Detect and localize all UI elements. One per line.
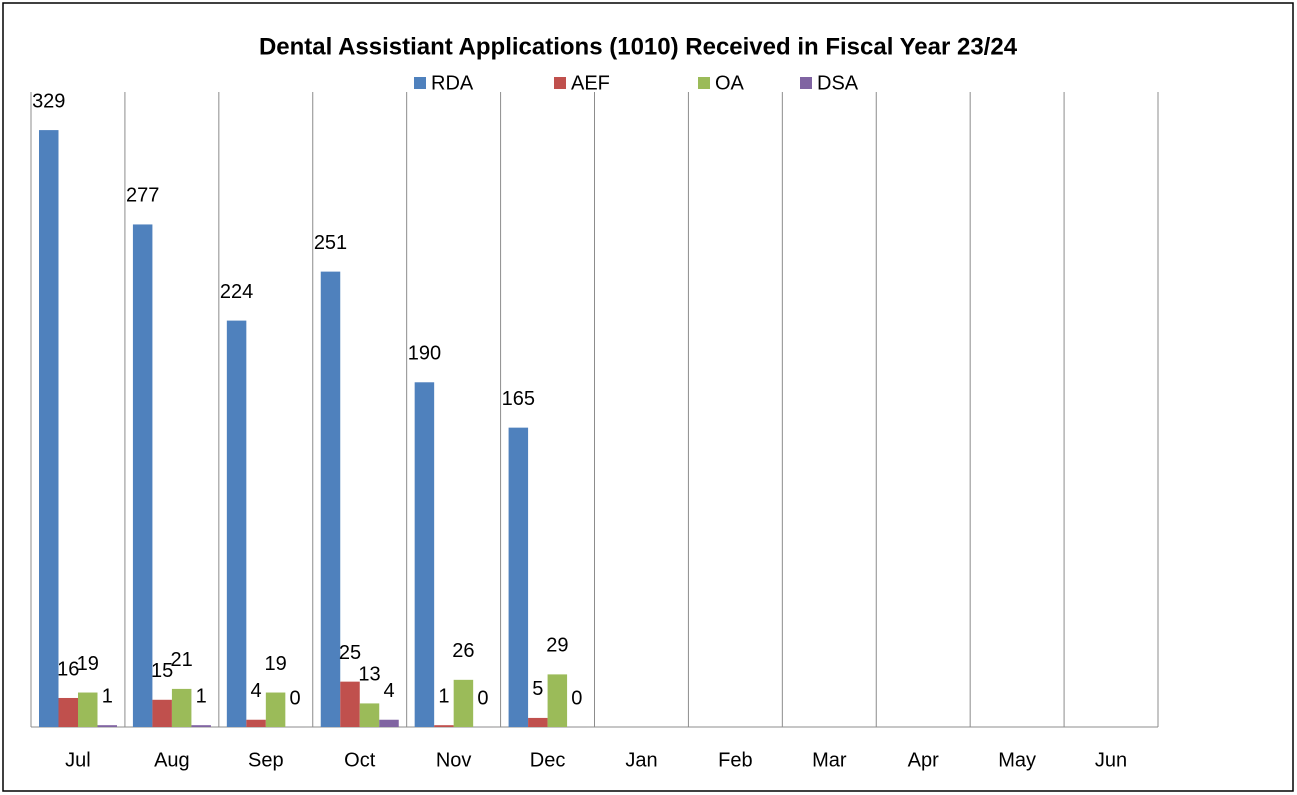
bar <box>226 320 247 727</box>
data-label: 0 <box>477 687 488 709</box>
data-label: 13 <box>358 664 380 686</box>
data-label: 0 <box>571 687 582 709</box>
data-label: 16 <box>57 658 79 680</box>
chart-title: Dental Assistiant Applications (1010) Re… <box>259 33 1018 60</box>
x-tick-label: Apr <box>908 749 939 771</box>
bar <box>340 681 360 727</box>
data-label: 277 <box>126 185 159 207</box>
legend-swatch <box>698 77 710 89</box>
bar <box>434 725 454 727</box>
data-label: 1 <box>102 685 113 707</box>
x-tick-label: Oct <box>344 749 376 771</box>
x-tick-label: Nov <box>436 749 472 771</box>
legend-label: AEF <box>571 72 610 94</box>
data-label: 190 <box>408 343 441 365</box>
legend-swatch <box>554 77 566 89</box>
legend-swatch <box>800 77 812 89</box>
x-tick-label: Jun <box>1095 749 1127 771</box>
data-label: 19 <box>264 653 286 675</box>
data-label: 1 <box>196 685 207 707</box>
bar <box>359 703 380 727</box>
legend-label: DSA <box>817 72 859 94</box>
data-label: 4 <box>251 680 262 702</box>
bar <box>152 699 172 727</box>
data-label: 4 <box>383 680 394 702</box>
data-label: 165 <box>502 388 535 410</box>
data-label: 21 <box>171 649 193 671</box>
x-tick-label: Aug <box>154 749 190 771</box>
data-label: 25 <box>339 642 361 664</box>
data-label: 329 <box>32 90 65 112</box>
bar <box>78 692 98 727</box>
bar <box>171 688 192 727</box>
data-label: 251 <box>314 232 347 254</box>
bar <box>528 717 548 727</box>
data-label: 5 <box>532 678 543 700</box>
x-tick-label: Sep <box>248 749 284 771</box>
data-label: 19 <box>77 653 99 675</box>
bar <box>414 382 435 727</box>
x-tick-label: Jan <box>625 749 657 771</box>
bar <box>246 719 266 727</box>
bar <box>508 427 529 727</box>
bar <box>547 674 568 727</box>
data-label: 224 <box>220 281 253 303</box>
bar <box>379 719 399 727</box>
bar <box>132 224 153 727</box>
bar <box>191 725 211 727</box>
bar <box>58 697 78 727</box>
data-label: 15 <box>151 660 173 682</box>
bar <box>39 130 59 728</box>
data-label: 26 <box>452 640 474 662</box>
x-tick-label: Jul <box>65 749 91 771</box>
x-tick-label: Mar <box>812 749 847 771</box>
x-tick-label: Dec <box>530 749 566 771</box>
bar <box>453 679 474 727</box>
data-label: 0 <box>290 687 301 709</box>
bar <box>320 271 341 727</box>
legend-label: OA <box>715 72 745 94</box>
x-tick-label: Feb <box>718 749 752 771</box>
x-tick-label: May <box>998 749 1036 771</box>
bar <box>265 692 286 727</box>
data-label: 1 <box>438 685 449 707</box>
legend-swatch <box>414 77 426 89</box>
data-label: 29 <box>546 635 568 657</box>
bar <box>97 725 117 727</box>
legend-label: RDA <box>431 72 474 94</box>
